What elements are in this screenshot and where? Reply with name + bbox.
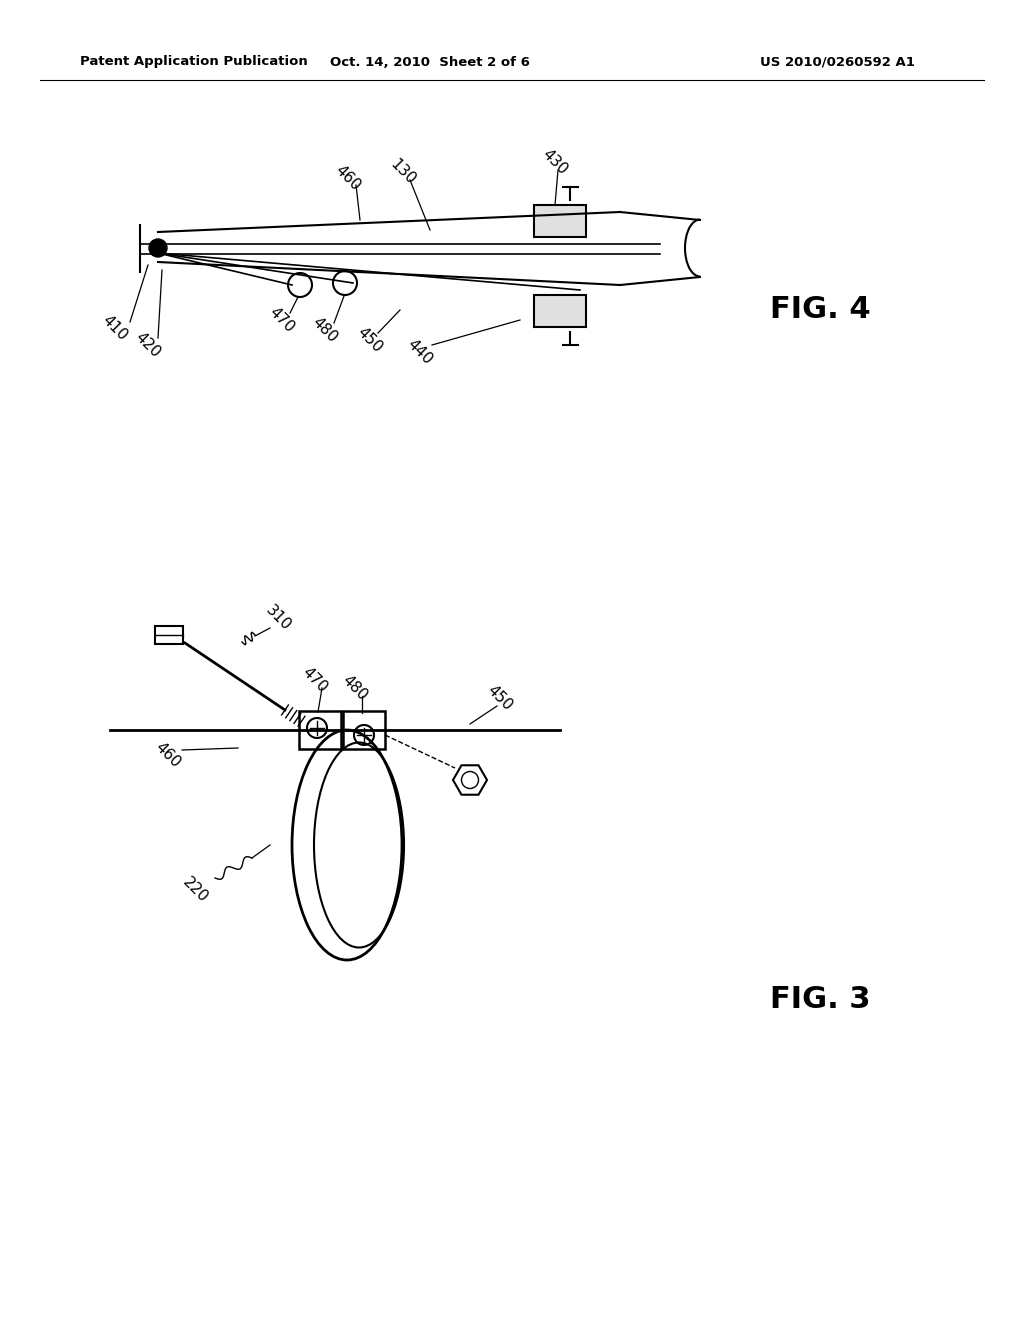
Text: US 2010/0260592 A1: US 2010/0260592 A1 xyxy=(760,55,914,69)
Circle shape xyxy=(150,239,167,257)
Text: 430: 430 xyxy=(540,147,570,178)
Text: 450: 450 xyxy=(484,682,515,714)
Bar xyxy=(343,711,385,748)
Text: 470: 470 xyxy=(299,664,331,696)
Text: FIG. 3: FIG. 3 xyxy=(770,986,870,1015)
Text: FIG. 4: FIG. 4 xyxy=(770,296,870,325)
Text: 480: 480 xyxy=(340,672,371,704)
Text: 460: 460 xyxy=(153,739,183,771)
Text: 410: 410 xyxy=(99,313,130,343)
Text: 450: 450 xyxy=(354,325,385,355)
Text: 460: 460 xyxy=(333,162,364,194)
Text: 480: 480 xyxy=(309,314,341,346)
Text: 470: 470 xyxy=(266,305,298,335)
Text: 130: 130 xyxy=(387,157,419,187)
Text: Patent Application Publication: Patent Application Publication xyxy=(80,55,308,69)
Text: Oct. 14, 2010  Sheet 2 of 6: Oct. 14, 2010 Sheet 2 of 6 xyxy=(330,55,530,69)
Text: 310: 310 xyxy=(262,602,294,634)
Text: 440: 440 xyxy=(404,337,435,367)
Bar xyxy=(299,711,341,748)
Text: 220: 220 xyxy=(179,874,211,906)
Bar xyxy=(534,205,586,238)
Bar xyxy=(534,294,586,327)
Text: 420: 420 xyxy=(132,330,164,360)
